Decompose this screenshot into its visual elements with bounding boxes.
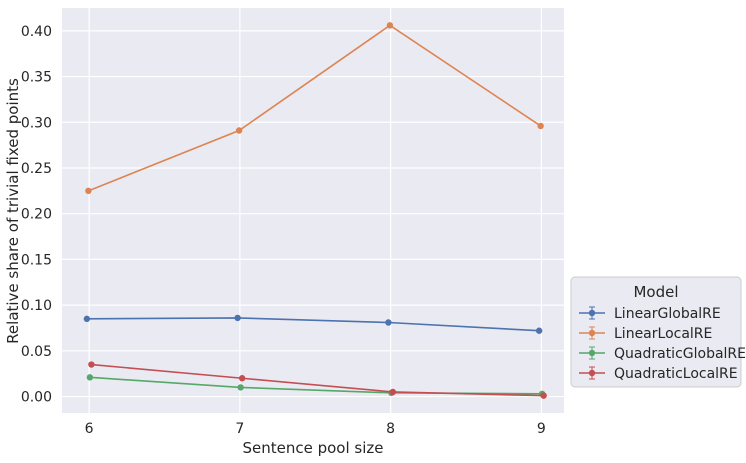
data-point xyxy=(86,374,94,381)
legend-items: LinearGlobalRE LinearLocalRE QuadraticGlob… xyxy=(579,306,746,382)
y-tick-label: 0.10 xyxy=(21,298,52,314)
series-layer xyxy=(83,22,547,399)
y-tick-label: 0.35 xyxy=(21,70,52,86)
legend-title: Model xyxy=(633,283,678,301)
data-point xyxy=(389,388,397,396)
y-tick-label: 0.05 xyxy=(21,344,52,360)
legend-item: QuadraticGlobalRE xyxy=(579,346,746,362)
legend-item: QuadraticLocalRE xyxy=(579,366,738,382)
legend-marker xyxy=(588,329,596,337)
y-tick-label: 0.30 xyxy=(21,115,52,131)
data-point xyxy=(85,187,92,195)
data-point xyxy=(535,327,543,334)
y-tick-label: 0.15 xyxy=(21,252,52,268)
legend-marker xyxy=(588,349,596,357)
legend-marker xyxy=(588,369,596,377)
data-point xyxy=(235,127,243,134)
data-point xyxy=(386,22,394,29)
data-point xyxy=(234,314,241,322)
x-axis-label: Sentence pool size xyxy=(242,439,383,457)
grid xyxy=(62,8,564,413)
series-line xyxy=(91,363,544,397)
x-tick-label: 8 xyxy=(386,421,395,437)
series-LinearLocalRE xyxy=(85,22,544,195)
data-point xyxy=(237,384,244,391)
data-point xyxy=(385,319,392,326)
legend: Model LinearGlobalRE LinearLocalRE Quadrat… xyxy=(570,276,746,388)
data-point xyxy=(83,315,91,323)
legend-marker xyxy=(588,309,596,317)
y-tick-label: 0.00 xyxy=(21,390,52,406)
data-point xyxy=(540,392,547,399)
y-axis-label: Relative share of trivial fixed points xyxy=(4,78,22,344)
data-point xyxy=(537,122,544,130)
legend-item: LinearLocalRE xyxy=(579,326,712,342)
series-LinearGlobalRE xyxy=(83,314,543,334)
ticks: 6 7 8 9 0.00 0.05 0.10 0.15 0.20 0.25 0.30 0.35 0.40 xyxy=(21,24,546,437)
series-line xyxy=(88,24,542,192)
y-tick-label: 0.40 xyxy=(21,24,52,40)
series-QuadraticLocalRE xyxy=(88,361,547,399)
legend-label: LinearLocalRE xyxy=(614,326,712,342)
x-tick-label: 7 xyxy=(235,421,244,437)
legend-box xyxy=(570,276,742,388)
data-point xyxy=(238,375,246,382)
plot-area xyxy=(62,8,564,413)
y-tick-label: 0.20 xyxy=(21,207,52,223)
legend-label: QuadraticLocalRE xyxy=(614,366,738,382)
legend-label: LinearGlobalRE xyxy=(614,306,721,322)
legend-item: LinearGlobalRE xyxy=(579,306,721,322)
x-tick-label: 6 xyxy=(85,421,94,437)
x-tick-label: 9 xyxy=(537,421,546,437)
legend-label: QuadraticGlobalRE xyxy=(614,346,746,362)
y-tick-label: 0.25 xyxy=(21,161,52,177)
series-line xyxy=(86,317,540,332)
data-point xyxy=(88,361,95,368)
